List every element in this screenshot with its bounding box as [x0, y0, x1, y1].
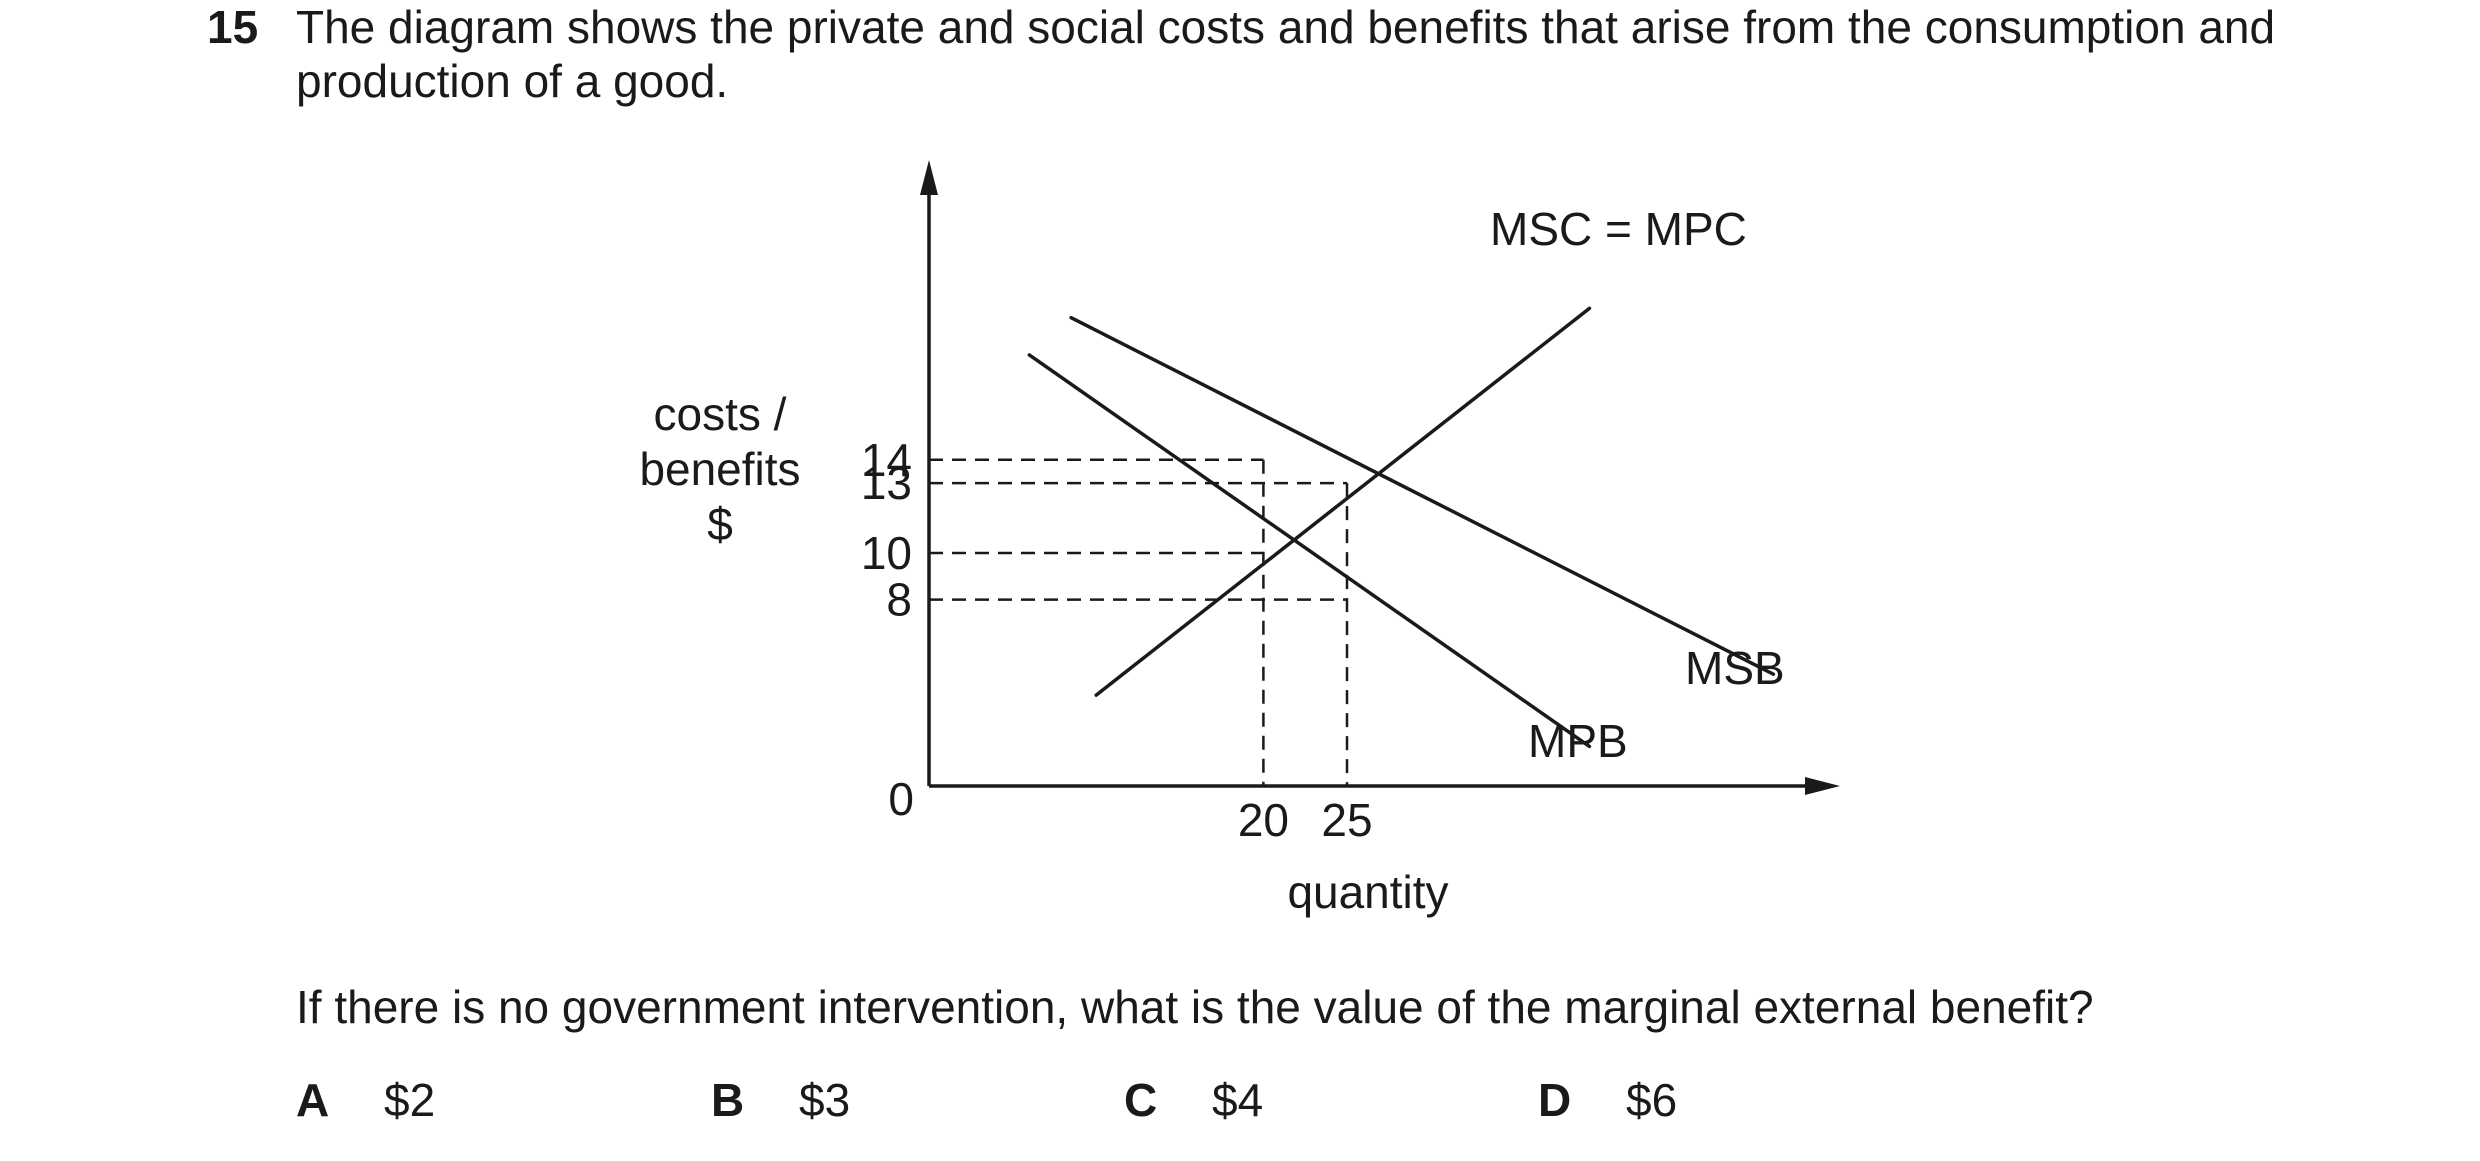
msb-line — [1069, 315, 1776, 676]
option-a[interactable]: A $2 — [296, 1073, 435, 1127]
y-tick-label-10: 10 — [861, 527, 912, 579]
msc-mpc-label: MSC = MPC — [1490, 203, 1747, 255]
y-axis-label-line-2: benefits — [639, 443, 800, 495]
option-c-letter: C — [1124, 1074, 1158, 1126]
y-tick-label-13: 13 — [861, 457, 912, 509]
option-b-text: $3 — [799, 1074, 851, 1126]
question-stem-line-1: The diagram shows the private and social… — [296, 1, 2276, 53]
y-tick-label-8: 8 — [886, 574, 912, 626]
question-prompt: If there is no government intervention, … — [296, 981, 2094, 1033]
option-c-text: $4 — [1212, 1074, 1264, 1126]
curves — [1027, 306, 1776, 749]
mpb-label: MPB — [1528, 715, 1628, 767]
option-c[interactable]: C $4 — [1124, 1073, 1263, 1127]
option-b[interactable]: B $3 — [711, 1073, 850, 1127]
y-axis-label-line-3: $ — [707, 498, 733, 550]
y-tick-label-14: 14 — [861, 434, 912, 486]
option-d[interactable]: D $6 — [1538, 1073, 1677, 1127]
x-axis-label: quantity — [1287, 866, 1448, 918]
x-axis-arrow-icon — [1805, 777, 1840, 795]
option-d-text: $6 — [1626, 1074, 1678, 1126]
msc-mpc-line — [1094, 306, 1592, 697]
y-axis-label-line-1: costs / — [654, 388, 787, 440]
question-number: 15 — [207, 1, 259, 53]
option-b-letter: B — [711, 1074, 745, 1126]
axes — [920, 160, 1840, 795]
option-d-letter: D — [1538, 1074, 1572, 1126]
x-tick-label-25: 25 — [1321, 794, 1372, 846]
question-stem-line-2: production of a good. — [296, 55, 729, 107]
reference-lines — [929, 458, 1349, 786]
x-tick-label-20: 20 — [1238, 794, 1289, 846]
question-stem: The diagram shows the private and social… — [296, 0, 2416, 108]
msb-label: MSB — [1685, 642, 1785, 694]
origin-label: 0 — [888, 773, 914, 825]
mpb-line — [1027, 353, 1592, 749]
option-a-text: $2 — [384, 1074, 436, 1126]
option-a-letter: A — [296, 1074, 330, 1126]
y-axis-arrow-icon — [920, 160, 938, 195]
